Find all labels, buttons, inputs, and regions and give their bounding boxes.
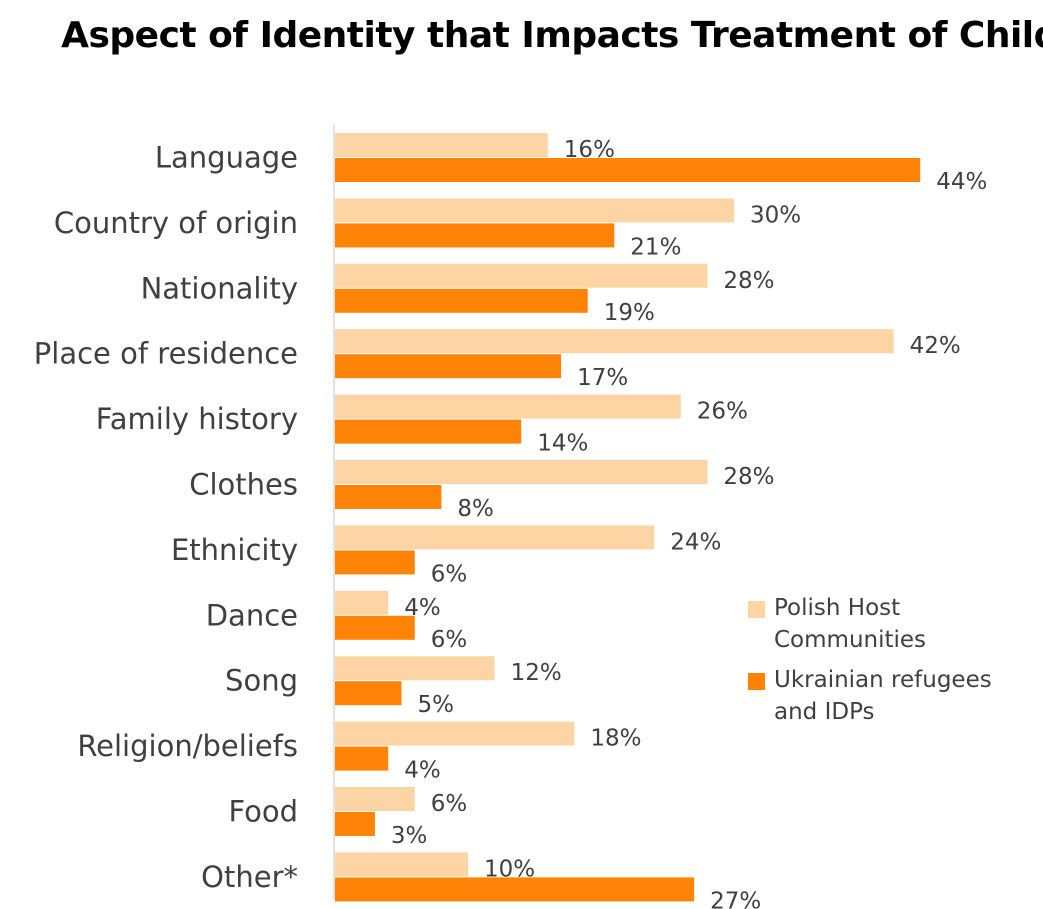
data-label-ukrainian: 5% (418, 692, 455, 718)
bar-ukrainian (335, 681, 402, 706)
category-label: Nationality (141, 271, 298, 305)
data-label-ukrainian: 19% (604, 300, 655, 326)
data-label-ukrainian: 6% (431, 561, 468, 587)
bar-polish (335, 852, 468, 877)
legend: Polish Host Communities Ukrainian refuge… (748, 592, 1038, 736)
category-label: Family history (96, 402, 298, 436)
legend-label-ukrainian: Ukrainian refugees and IDPs (774, 667, 992, 725)
category-label: Clothes (189, 468, 298, 502)
data-label-polish: 42% (910, 333, 961, 359)
data-label-ukrainian: 3% (391, 823, 428, 849)
bar-polish (335, 133, 548, 157)
bar-ukrainian (335, 288, 588, 313)
data-label-ukrainian: 44% (936, 169, 987, 195)
data-label-polish: 28% (723, 464, 774, 490)
legend-item-ukrainian: Ukrainian refugees and IDPs (748, 664, 1038, 728)
data-label-polish: 26% (697, 399, 748, 425)
bar-polish (335, 198, 734, 223)
data-label-polish: 6% (431, 791, 468, 817)
data-label-ukrainian: 21% (630, 234, 681, 260)
data-label-ukrainian: 14% (537, 431, 588, 457)
data-label-ukrainian: 6% (431, 627, 468, 653)
data-label-polish: 28% (723, 268, 774, 294)
data-label-ukrainian: 17% (577, 365, 628, 391)
bar-polish (335, 656, 495, 681)
data-label-ukrainian: 8% (457, 496, 494, 522)
bar-polish (335, 263, 708, 288)
bar-polish (335, 787, 415, 811)
category-label: Religion/beliefs (77, 729, 298, 763)
data-label-polish: 24% (670, 529, 721, 555)
legend-item-polish: Polish Host Communities (748, 592, 1038, 656)
bar-ukrainian (335, 485, 442, 509)
bar-polish (335, 525, 655, 550)
bar-polish (335, 394, 681, 419)
bar-ukrainian (335, 550, 415, 575)
data-label-polish: 18% (590, 726, 641, 752)
bar-polish (335, 460, 708, 484)
category-label: Place of residence (34, 337, 298, 371)
legend-swatch-polish (748, 601, 765, 618)
category-label: Language (155, 141, 298, 175)
category-label: Food (228, 795, 298, 829)
bar-polish (335, 590, 389, 615)
bar-ukrainian (335, 615, 415, 640)
chart-title: Aspect of Identity that Impacts Treatmen… (61, 15, 1043, 56)
bar-ukrainian (335, 746, 389, 771)
bar-ukrainian (335, 354, 562, 379)
bar-ukrainian (335, 419, 522, 444)
category-label: Song (225, 664, 298, 698)
category-label: Other* (201, 860, 298, 894)
category-label: Ethnicity (171, 533, 298, 567)
category-label: Dance (206, 598, 298, 632)
bar-polish (335, 329, 894, 354)
legend-label-polish: Polish Host Communities (774, 595, 927, 653)
bar-ukrainian (335, 158, 921, 182)
data-label-ukrainian: 27% (710, 888, 761, 909)
bar-polish (335, 721, 575, 746)
bar-ukrainian (335, 812, 375, 836)
data-label-polish: 30% (750, 202, 801, 228)
category-label: Country of origin (54, 206, 298, 240)
legend-swatch-ukrainian (748, 673, 765, 690)
bar-ukrainian (335, 877, 695, 902)
data-label-ukrainian: 4% (404, 758, 441, 784)
bar-ukrainian (335, 223, 615, 248)
data-label-polish: 12% (511, 660, 562, 686)
